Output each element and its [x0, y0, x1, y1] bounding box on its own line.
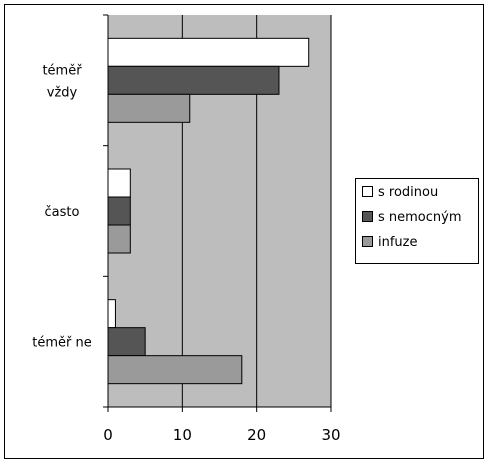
bar	[107, 355, 243, 385]
bar	[107, 196, 131, 226]
category-label: téměř ne	[32, 336, 91, 351]
legend-box	[355, 178, 479, 264]
axes	[103, 14, 332, 412]
bar	[107, 93, 191, 123]
bar	[107, 299, 116, 329]
legend-label: s nemocným	[378, 210, 462, 225]
bar	[107, 37, 310, 67]
bar	[107, 327, 146, 357]
x-tick-labels: 0 10 20 30	[103, 426, 340, 444]
category-label: často	[45, 205, 80, 220]
category-labels: téměř vždy často téměř ne	[32, 63, 91, 350]
x-tick-label: 10	[173, 426, 192, 444]
bar	[107, 65, 280, 95]
bar	[107, 224, 131, 254]
category-label: téměř	[42, 63, 82, 78]
legend: s rodinou s nemocným infuze	[355, 178, 479, 264]
x-tick-label: 30	[321, 426, 340, 444]
bars	[107, 37, 310, 385]
legend-label: s rodinou	[378, 185, 438, 200]
legend-swatch	[362, 236, 373, 247]
category-label: vždy	[47, 85, 78, 100]
bar	[107, 168, 131, 198]
x-tick-label: 20	[247, 426, 266, 444]
x-tick-label: 0	[103, 426, 113, 444]
legend-swatch	[362, 211, 373, 222]
legend-swatch	[362, 186, 373, 197]
legend-label: infuze	[378, 235, 418, 250]
